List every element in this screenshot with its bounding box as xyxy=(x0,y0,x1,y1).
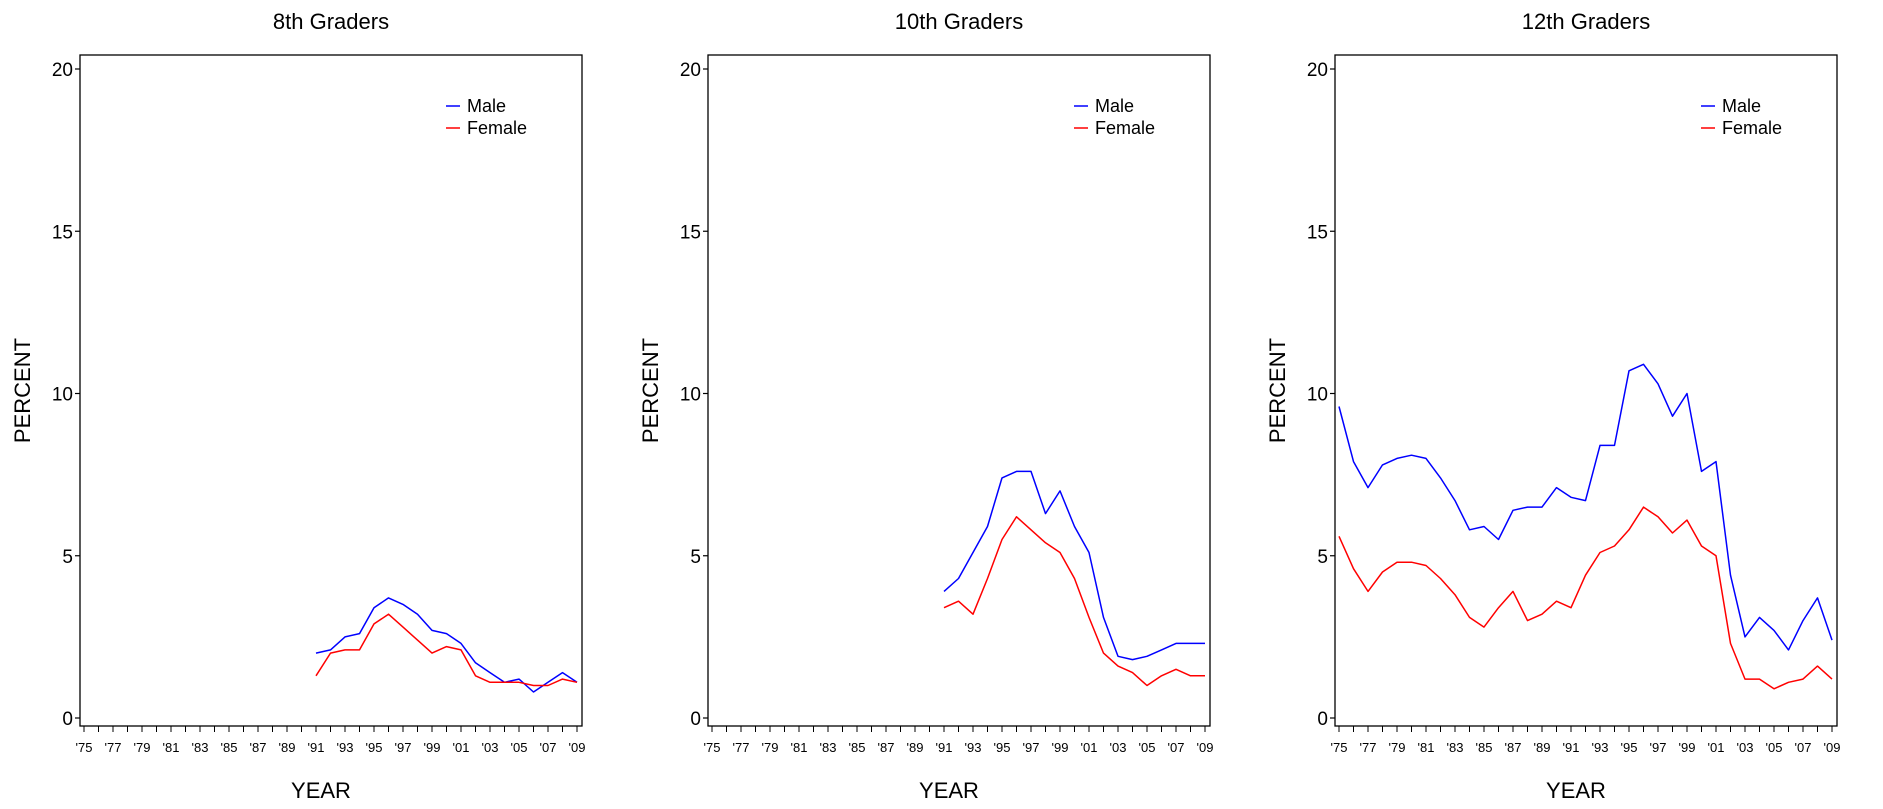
x-tick-label: '89 xyxy=(1534,740,1551,755)
plot-frame xyxy=(1334,54,1838,727)
y-tick-label: 15 xyxy=(680,222,701,243)
x-tick-label: '89 xyxy=(907,740,924,755)
chart-svg-10th: 10th Graders 0 5 10 15 20 '75 '77 '79 '81 '83 '85 '8… xyxy=(638,9,1214,803)
chart-title: 10th Graders xyxy=(895,9,1023,34)
chart-panel-8th: 8th Graders 0 5 10 15 20 '75 '77 '79 '81 '83 '85 '87… xyxy=(0,0,628,809)
x-tick-label: '05 xyxy=(1139,740,1156,755)
x-tick-label: '99 xyxy=(1679,740,1696,755)
x-tick-label: '83 xyxy=(192,740,209,755)
y-tick-label: 5 xyxy=(62,547,73,568)
x-tick-label: '03 xyxy=(1737,740,1754,755)
legend-label-male: Male xyxy=(467,96,506,116)
series-line-female xyxy=(315,613,578,687)
chart-title: 8th Graders xyxy=(273,9,389,34)
x-tick-label: '75 xyxy=(704,740,721,755)
x-tick-label: '07 xyxy=(540,740,557,755)
y-tick-label: 10 xyxy=(1307,385,1328,406)
x-tick-label: '77 xyxy=(1360,740,1377,755)
legend-label-female: Female xyxy=(1722,118,1782,138)
x-tick-label: '77 xyxy=(733,740,750,755)
x-tick-label: '09 xyxy=(569,740,586,755)
chart-panel-10th: 10th Graders 0 5 10 15 20 '75 '77 '79 '81 '83 '85 '8… xyxy=(628,0,1256,809)
x-tick-label: '75 xyxy=(1331,740,1348,755)
x-tick-label: '87 xyxy=(250,740,267,755)
x-tick-label: '89 xyxy=(279,740,296,755)
x-tick-label: '99 xyxy=(424,740,441,755)
x-tick-label: '95 xyxy=(994,740,1011,755)
x-tick-label: '91 xyxy=(308,740,325,755)
series-line-male xyxy=(1338,363,1833,651)
series-line-female xyxy=(1338,506,1833,690)
x-tick-label: '79 xyxy=(762,740,779,755)
y-axis-label: PERCENT xyxy=(638,338,663,443)
x-tick-label: '07 xyxy=(1795,740,1812,755)
x-tick-label: '79 xyxy=(134,740,151,755)
series-line-female xyxy=(943,516,1205,687)
y-tick-label: 0 xyxy=(690,709,701,730)
x-tick-label: '09 xyxy=(1197,740,1214,755)
x-tick-label: '01 xyxy=(1708,740,1725,755)
y-tick-label: 0 xyxy=(62,709,73,730)
series-line-male xyxy=(943,470,1205,661)
legend-label-male: Male xyxy=(1722,96,1761,116)
x-axis-label: YEAR xyxy=(919,778,979,803)
x-tick-label: '99 xyxy=(1052,740,1069,755)
y-axis-label: PERCENT xyxy=(1265,338,1290,443)
y-tick-label: 10 xyxy=(52,385,73,406)
x-tick-label: '07 xyxy=(1168,740,1185,755)
x-tick-label: '93 xyxy=(1592,740,1609,755)
x-tick-label: '95 xyxy=(1621,740,1638,755)
y-tick-label: 15 xyxy=(52,222,73,243)
x-tick-label: '01 xyxy=(453,740,470,755)
x-tick-label: '75 xyxy=(76,740,93,755)
series-line-male xyxy=(315,597,578,693)
chart-svg-8th: 8th Graders 0 5 10 15 20 '75 '77 '79 '81 '83 '85 '87… xyxy=(10,9,586,803)
legend-label-male: Male xyxy=(1095,96,1134,116)
legend-label-female: Female xyxy=(467,118,527,138)
y-tick-label: 20 xyxy=(52,60,73,81)
x-tick-label: '79 xyxy=(1389,740,1406,755)
plot-frame xyxy=(707,54,1211,727)
x-tick-label: '93 xyxy=(965,740,982,755)
x-tick-label: '85 xyxy=(1476,740,1493,755)
x-tick-label: '01 xyxy=(1081,740,1098,755)
x-tick-label: '97 xyxy=(1650,740,1667,755)
x-tick-label: '83 xyxy=(820,740,837,755)
x-tick-label: '05 xyxy=(1766,740,1783,755)
x-tick-label: '81 xyxy=(163,740,180,755)
x-tick-label: '03 xyxy=(482,740,499,755)
y-tick-label: 20 xyxy=(1307,60,1328,81)
plot-frame xyxy=(79,54,583,727)
x-tick-label: '91 xyxy=(936,740,953,755)
y-tick-label: 0 xyxy=(1317,709,1328,730)
x-tick-label: '81 xyxy=(1418,740,1435,755)
x-tick-label: '97 xyxy=(395,740,412,755)
x-tick-label: '09 xyxy=(1824,740,1841,755)
x-tick-label: '91 xyxy=(1563,740,1580,755)
x-tick-label: '85 xyxy=(849,740,866,755)
y-tick-label: 10 xyxy=(680,385,701,406)
x-axis-label: YEAR xyxy=(1546,778,1606,803)
y-tick-label: 5 xyxy=(690,547,701,568)
x-tick-label: '05 xyxy=(511,740,528,755)
y-axis-label: PERCENT xyxy=(10,338,35,443)
chart-svg-12th: 12th Graders 0 5 10 15 20 '75 '77 '79 '81 '83 '85 '8… xyxy=(1265,9,1841,803)
y-tick-label: 5 xyxy=(1317,547,1328,568)
x-tick-label: '87 xyxy=(1505,740,1522,755)
x-tick-label: '87 xyxy=(878,740,895,755)
y-tick-label: 15 xyxy=(1307,222,1328,243)
x-tick-label: '97 xyxy=(1023,740,1040,755)
x-tick-label: '77 xyxy=(105,740,122,755)
y-tick-label: 20 xyxy=(680,60,701,81)
x-tick-label: '95 xyxy=(366,740,383,755)
x-tick-label: '93 xyxy=(337,740,354,755)
x-tick-label: '81 xyxy=(791,740,808,755)
x-axis-label: YEAR xyxy=(291,778,351,803)
x-tick-label: '85 xyxy=(221,740,238,755)
chart-title: 12th Graders xyxy=(1522,9,1650,34)
legend-label-female: Female xyxy=(1095,118,1155,138)
x-tick-label: '03 xyxy=(1110,740,1127,755)
x-tick-label: '83 xyxy=(1447,740,1464,755)
chart-panel-12th: 12th Graders 0 5 10 15 20 '75 '77 '79 '81 '83 '85 '8… xyxy=(1255,0,1883,809)
